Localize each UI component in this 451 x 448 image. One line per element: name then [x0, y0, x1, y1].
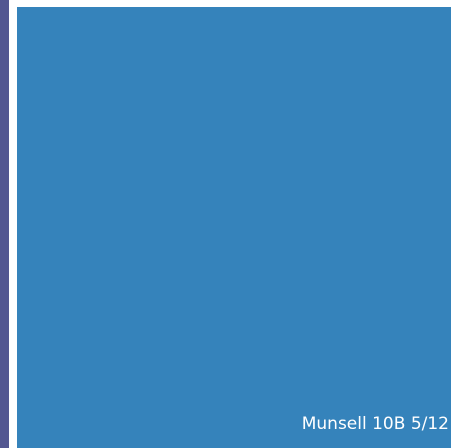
swatch-label: Munsell 10B 5/12	[301, 414, 449, 434]
side-strip	[0, 0, 9, 448]
color-swatch: Munsell 10B 5/12	[17, 7, 451, 448]
